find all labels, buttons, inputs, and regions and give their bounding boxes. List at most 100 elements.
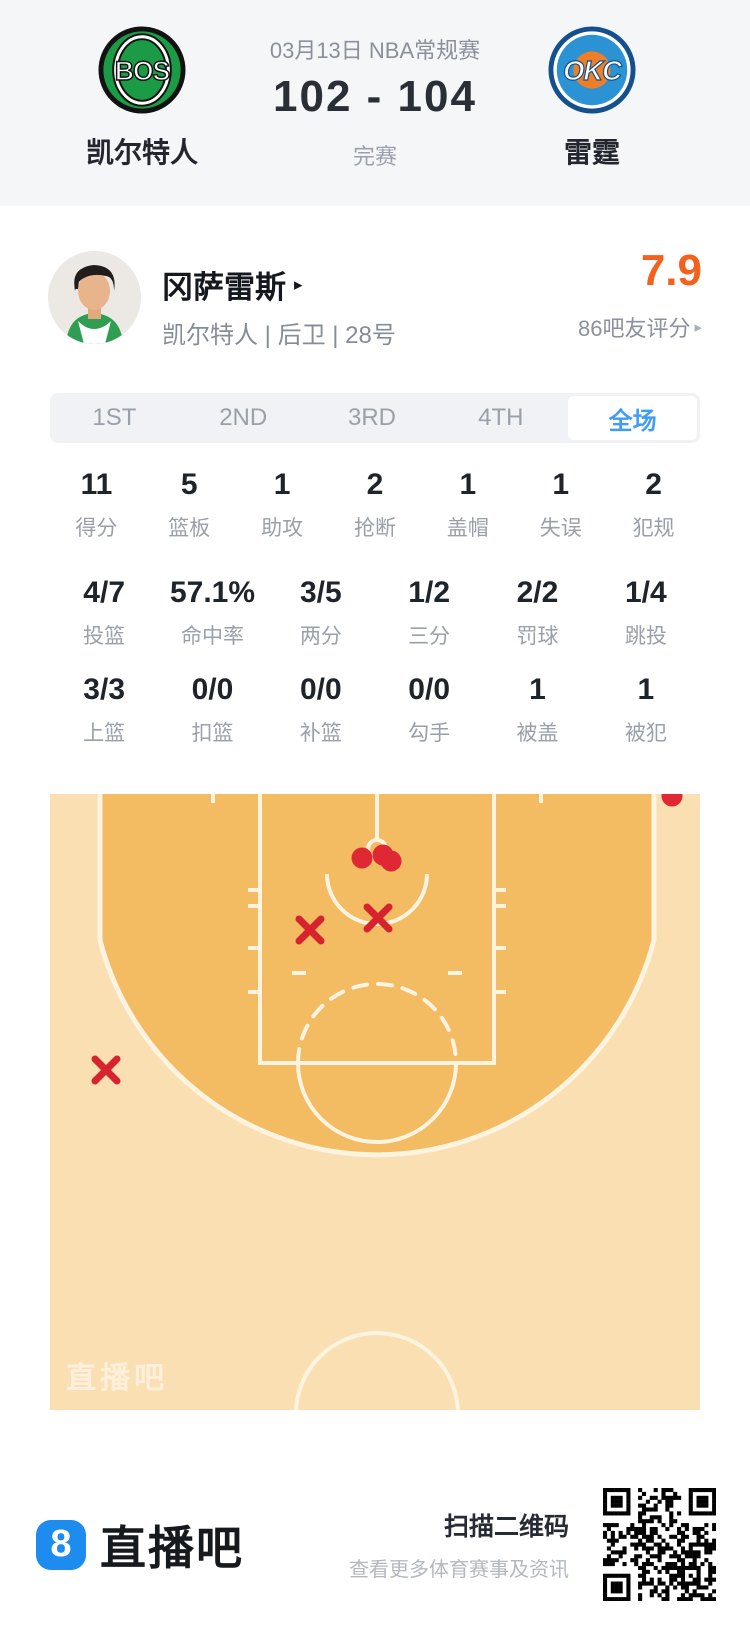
stat-cell: 1/2 三分 [375, 576, 483, 650]
stat-cell: 5 篮板 [143, 468, 236, 542]
caret-right-icon: ▸ [294, 274, 303, 294]
rating-label-link[interactable]: 86吧友评分 ▸ [578, 311, 702, 343]
stat-value: 1 [459, 468, 477, 501]
stat-cell: 2 抢断 [329, 468, 422, 542]
tab-2nd[interactable]: 2ND [219, 404, 268, 431]
match-status: 完赛 [352, 144, 397, 169]
stat-label: 三分 [408, 625, 451, 648]
stat-label: 跳投 [624, 625, 667, 648]
stat-cell: 1 助攻 [236, 468, 329, 542]
stat-value: 2 [645, 468, 662, 501]
stat-value: 1/4 [624, 576, 667, 609]
shot-chart: 直播吧 [50, 794, 700, 1410]
missed-shot-x [363, 903, 393, 933]
stat-value: 1 [552, 468, 570, 501]
stat-cell: 0/0 补篮 [267, 673, 375, 747]
tab-full-game[interactable]: 全场 [568, 396, 697, 440]
stat-cell: 1 失误 [514, 468, 607, 542]
tab-1st[interactable]: 1ST [92, 404, 137, 431]
stat-cell: 0/0 勾手 [375, 673, 483, 747]
stat-value: 1/2 [408, 576, 451, 609]
stat-label: 抢断 [353, 517, 396, 540]
stat-value: 4/7 [83, 576, 126, 609]
stat-value: 0/0 [408, 673, 451, 706]
stat-label: 命中率 [180, 625, 244, 648]
qr-subtitle: 查看更多体育赛事及资讯 [349, 1559, 569, 1581]
stat-cell: 1/4 跳投 [592, 576, 700, 650]
tab-4th[interactable]: 4TH [478, 404, 524, 431]
player-avatar [48, 251, 141, 344]
zhibo8-logo-icon: 8 [36, 1519, 86, 1570]
stat-cell: 1 被犯 [592, 673, 700, 747]
svg-text:BOS: BOS [115, 56, 170, 86]
stats-row-basic: 11 得分 5 篮板 1 助攻 2 抢断 1 盖帽 1 失误 2 犯规 [50, 468, 700, 542]
stats-row-shooting: 4/7 投篮 57.1% 命中率 3/5 两分 1/2 三分 2/2 罚球 1/4 跳投 [50, 576, 700, 650]
qr-text-block: 扫描二维码 查看更多体育赛事及资讯 [349, 1507, 569, 1582]
player-name: 冈萨雷斯 [162, 270, 286, 305]
period-tabs: 1ST 2ND 3RD 4TH 全场 [50, 393, 700, 443]
qr-code [603, 1488, 717, 1602]
made-shot-dot [661, 794, 683, 807]
stat-label: 罚球 [516, 625, 559, 648]
stats-row-detail: 3/3 上篮 0/0 扣篮 0/0 补篮 0/0 勾手 1 被盖 1 被犯 [50, 673, 700, 747]
stat-label: 扣篮 [191, 722, 234, 745]
brand-name: 直播吧 [100, 1521, 244, 1574]
stat-cell: 0/0 扣篮 [158, 673, 266, 747]
stat-cell: 3/5 两分 [267, 576, 375, 650]
stat-value: 5 [180, 468, 198, 501]
stat-cell: 57.1% 命中率 [158, 576, 266, 650]
qr-title: 扫描二维码 [443, 1513, 569, 1541]
stat-label: 被犯 [624, 722, 667, 745]
stat-value: 1 [273, 468, 291, 501]
stat-cell: 2 犯规 [607, 468, 700, 542]
caret-right-small-icon: ▸ [694, 319, 702, 336]
stat-value: 3/5 [299, 576, 342, 609]
shot-marks-layer [91, 794, 683, 1085]
stat-value: 3/3 [83, 673, 126, 706]
made-shot-dot [380, 850, 402, 872]
stat-cell: 2/2 罚球 [483, 576, 591, 650]
stat-label: 补篮 [299, 722, 342, 745]
stat-value: 0/0 [191, 673, 234, 706]
brand-block: 8 直播吧 [36, 1512, 244, 1578]
app-footer: 8 直播吧 扫描二维码 查看更多体育赛事及资讯 [0, 1410, 750, 1629]
stat-value: 1 [637, 673, 655, 706]
stat-label: 得分 [75, 517, 118, 540]
missed-shot-x [295, 915, 325, 945]
stat-label: 两分 [299, 625, 342, 648]
stat-cell: 1 盖帽 [421, 468, 514, 542]
stat-label: 被盖 [516, 722, 559, 745]
match-date-title: 03月13日 NBA常规赛 [269, 38, 481, 63]
stat-value: 1 [529, 673, 546, 706]
stat-cell: 1 被盖 [483, 673, 591, 747]
stat-cell: 3/3 上篮 [50, 673, 158, 747]
stat-label: 盖帽 [446, 517, 489, 540]
stat-value: 0/0 [299, 673, 342, 706]
made-shot-dot [351, 847, 373, 869]
stat-cell: 4/7 投篮 [50, 576, 158, 650]
stat-label: 失误 [539, 517, 582, 540]
celtics-logo-icon: BOS [98, 26, 186, 114]
stat-value: 2 [366, 468, 384, 501]
player-stats-card: 冈萨雷斯 ▸ 凯尔特人 | 后卫 | 28号 7.9 86吧友评分 ▸ 1ST … [0, 206, 750, 1629]
tab-3rd[interactable]: 3RD [347, 404, 396, 431]
thunder-logo-icon: OKC [548, 26, 636, 114]
stat-label: 助攻 [261, 517, 304, 540]
stat-label: 犯规 [632, 517, 675, 540]
stat-value: 11 [80, 468, 113, 501]
stat-label: 勾手 [408, 722, 451, 745]
player-meta: 凯尔特人 | 后卫 | 28号 [162, 322, 396, 349]
match-header: BOS OKC 03月13日 NBA常规赛 102 - 104 完赛 凯尔特人 … [0, 0, 750, 206]
svg-text:OKC: OKC [563, 55, 623, 86]
match-score: 102 - 104 [273, 72, 477, 121]
player-name-link[interactable]: 冈萨雷斯 ▸ [162, 262, 303, 307]
stat-label: 投篮 [83, 625, 126, 648]
missed-shot-x [91, 1055, 121, 1085]
rating-label: 86吧友评分 [577, 316, 691, 341]
player-rating: 7.9 [640, 246, 702, 295]
stat-value: 2/2 [516, 576, 559, 609]
stat-cell: 11 得分 [50, 468, 143, 542]
stat-label: 篮板 [168, 517, 211, 540]
away-team-name: 雷霆 [563, 137, 620, 168]
